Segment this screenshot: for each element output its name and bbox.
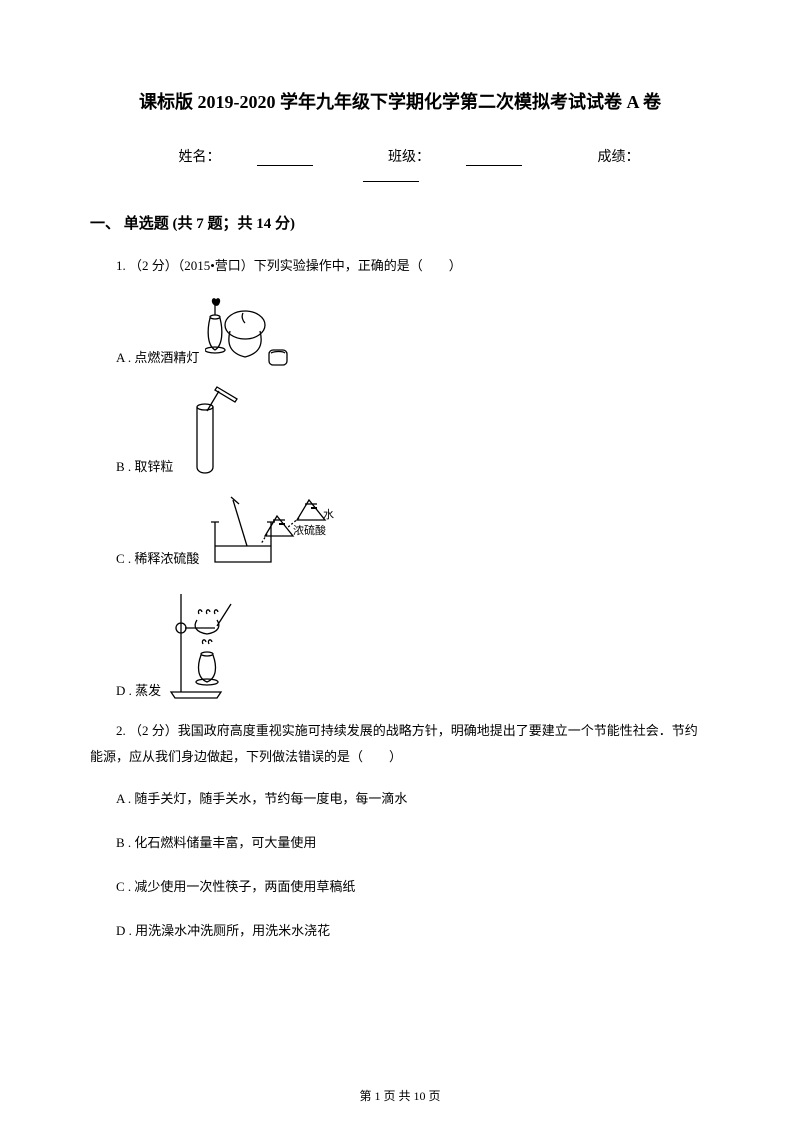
name-label: 姓名： [161,150,331,165]
score-blank[interactable] [363,168,419,182]
class-blank[interactable] [466,152,522,166]
q2-stem: 2. （2 分）我国政府高度重视实施可持续发展的战略方针，明确地提出了要建立一个… [90,718,710,770]
q1-optC-text: C . 稀释浓硫酸 [90,546,199,572]
section-header: 一、 单选题 (共 7 题；共 14 分) [90,212,710,233]
q2-option-b: B . 化石燃料储量丰富，可大量使用 [90,830,710,856]
q1-optD-text: D . 蒸发 [90,678,161,704]
q1-option-a: A . 点燃酒精灯 [90,295,710,371]
q1-optA-text: A . 点燃酒精灯 [90,345,199,371]
alcohol-lamp-icon [205,295,290,371]
evaporation-icon [167,586,247,704]
q2-option-c: C . 减少使用一次性筷子，两面使用草稿纸 [90,874,710,900]
q1-option-b: B . 取锌粒 [90,385,710,480]
class-label: 班级： [370,150,540,165]
page-footer: 第 1 页 共 10 页 [0,1087,800,1104]
test-tube-icon [179,385,241,480]
exam-title: 课标版 2019-2020 学年九年级下学期化学第二次模拟考试试卷 A 卷 [90,88,710,114]
q1-stem: 1. （2 分）（2015•营口）下列实验操作中，正确的是（ ） [90,253,710,279]
label-water: 水 [323,508,334,521]
q1-optB-text: B . 取锌粒 [90,454,173,480]
q2-option-d: D . 用洗澡水冲洗厕所，用洗米水浇花 [90,918,710,944]
info-row: 姓名： 班级： 成绩： [90,146,710,182]
q1-option-d: D . 蒸发 [90,586,710,704]
name-blank[interactable] [257,152,313,166]
dilute-acid-icon: 浓硫酸 水 [205,494,343,572]
q1-option-c: C . 稀释浓硫酸 浓硫酸 水 [90,494,710,572]
q2-option-a: A . 随手关灯，随手关水，节约每一度电，每一滴水 [90,786,710,812]
label-acid: 浓硫酸 [293,523,326,537]
